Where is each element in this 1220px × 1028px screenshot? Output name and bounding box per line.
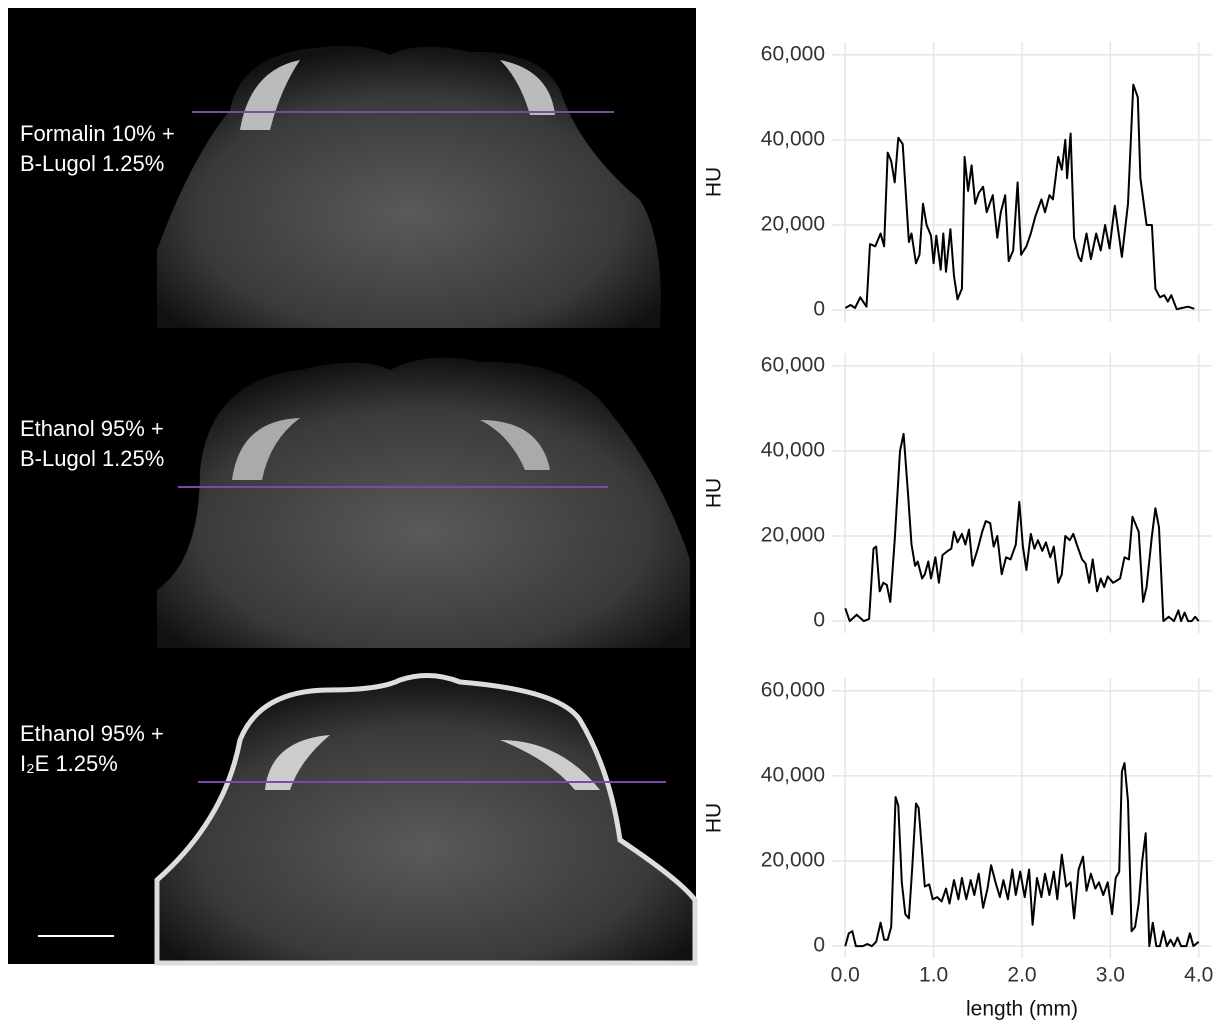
y-tick-label: 60,000 bbox=[761, 678, 825, 701]
y-tick-label: 0 bbox=[813, 298, 825, 321]
y-tick-label: 0 bbox=[813, 609, 825, 632]
data-line bbox=[844, 432, 1200, 623]
x-tick-label: 1.0 bbox=[919, 964, 948, 987]
y-tick-label: 40,000 bbox=[761, 763, 825, 786]
y-tick-label: 60,000 bbox=[761, 42, 825, 65]
y-tick-label: 20,000 bbox=[761, 524, 825, 547]
x-tick-label: 4.0 bbox=[1184, 964, 1213, 987]
data-line bbox=[844, 762, 1200, 948]
x-tick-label: 2.0 bbox=[1007, 964, 1036, 987]
ct-image-2 bbox=[157, 357, 690, 648]
y-tick-label: 40,000 bbox=[761, 127, 825, 150]
image-label: Formalin 10% + bbox=[20, 121, 175, 146]
x-tick-label: 3.0 bbox=[1096, 964, 1125, 987]
image-label: I₂E 1.25% bbox=[20, 751, 118, 776]
y-tick-label: 40,000 bbox=[761, 438, 825, 461]
y-tick-label: 20,000 bbox=[761, 213, 825, 236]
y-tick-label: 60,000 bbox=[761, 353, 825, 376]
image-label: B-Lugol 1.25% bbox=[20, 151, 164, 176]
y-axis-label: HU bbox=[703, 478, 726, 508]
image-label: Ethanol 95% + bbox=[20, 416, 164, 441]
ct-image-1 bbox=[157, 46, 661, 328]
image-label: B-Lugol 1.25% bbox=[20, 446, 164, 471]
x-tick-label: 0.0 bbox=[831, 964, 860, 987]
y-axis-label: HU bbox=[703, 167, 726, 197]
y-tick-label: 20,000 bbox=[761, 849, 825, 872]
x-axis-label: length (mm) bbox=[966, 998, 1078, 1021]
ct-image-3 bbox=[38, 673, 698, 966]
y-axis-label: HU bbox=[703, 803, 726, 833]
y-tick-label: 0 bbox=[813, 934, 825, 957]
image-label: Ethanol 95% + bbox=[20, 721, 164, 746]
data-line bbox=[844, 83, 1195, 311]
